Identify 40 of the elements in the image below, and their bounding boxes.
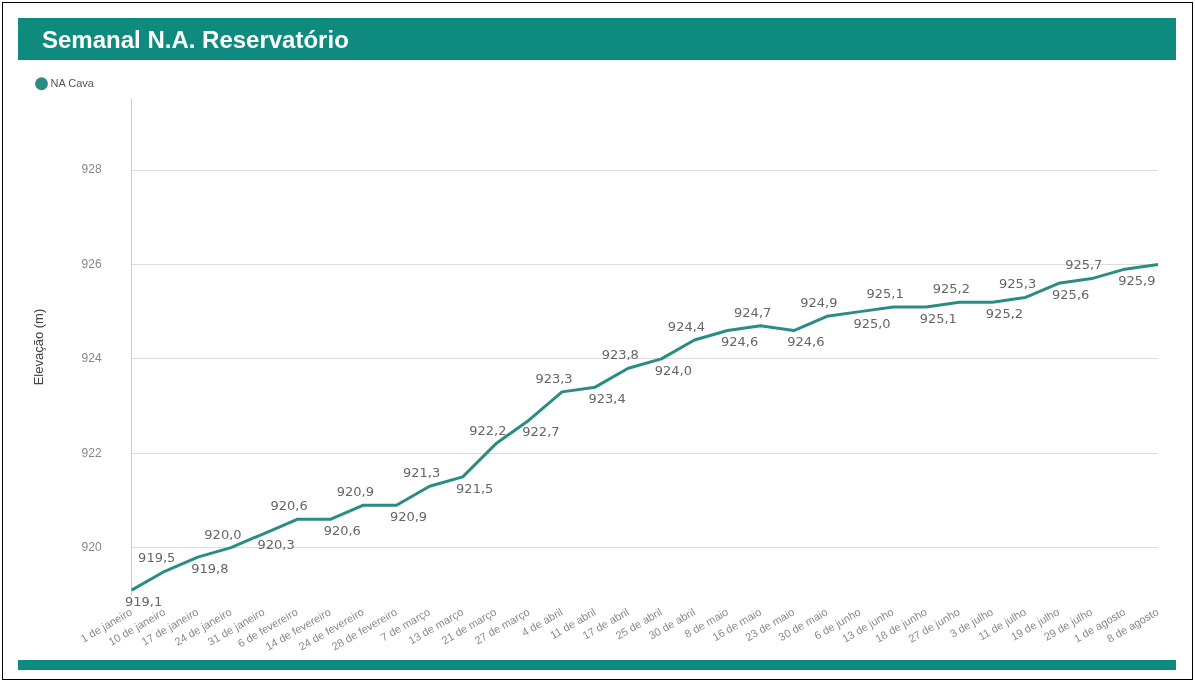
y-tick-label: 926 (81, 256, 102, 271)
data-label: 924,6 (720, 334, 759, 350)
data-label: 920,9 (389, 509, 428, 525)
data-label: 921,3 (402, 465, 441, 481)
data-label: 925,2 (932, 281, 970, 297)
y-axis-title: Elevação (m) (31, 308, 47, 386)
chart-title: Semanal N.A. Reservatório (42, 26, 349, 54)
data-label: 920,3 (257, 537, 295, 553)
data-label: 925,7 (1065, 257, 1103, 273)
data-label: 923,4 (588, 391, 626, 407)
data-label: 923,8 (601, 347, 639, 363)
data-label: 924,6 (787, 334, 825, 350)
data-label: 924,9 (800, 295, 838, 311)
y-tick-label: 924 (81, 351, 102, 366)
data-label: 925,0 (853, 315, 891, 331)
legend-label: NA Cava (50, 76, 95, 89)
data-label: 919,8 (191, 560, 229, 576)
data-label: 924,0 (654, 362, 692, 378)
data-label: 925,2 (985, 306, 1024, 322)
data-label: 922,7 (522, 424, 560, 440)
header-banner: Semanal N.A. Reservatório (18, 18, 1176, 60)
data-label: 925,9 (1118, 273, 1156, 289)
y-tick-label: 928 (81, 162, 102, 177)
data-label: 920,9 (336, 484, 374, 500)
y-tick-label: 922 (81, 445, 102, 460)
data-label: 920,6 (270, 498, 308, 514)
data-label: 919,5 (138, 550, 176, 566)
data-label: 924,4 (667, 318, 706, 334)
data-label: 925,1 (919, 310, 957, 326)
data-label: 922,2 (469, 422, 507, 438)
data-label: 925,3 (998, 276, 1037, 292)
data-label: 921,5 (456, 480, 494, 496)
data-label: 925,1 (866, 285, 904, 301)
data-label: 920,0 (204, 526, 242, 542)
data-label: 919,1 (125, 594, 163, 610)
data-label: 923,3 (535, 370, 573, 386)
data-label: 925,6 (1052, 287, 1090, 303)
data-label: 924,7 (734, 304, 772, 320)
y-tick-label: 920 (81, 539, 102, 554)
data-label: 920,6 (323, 523, 361, 539)
